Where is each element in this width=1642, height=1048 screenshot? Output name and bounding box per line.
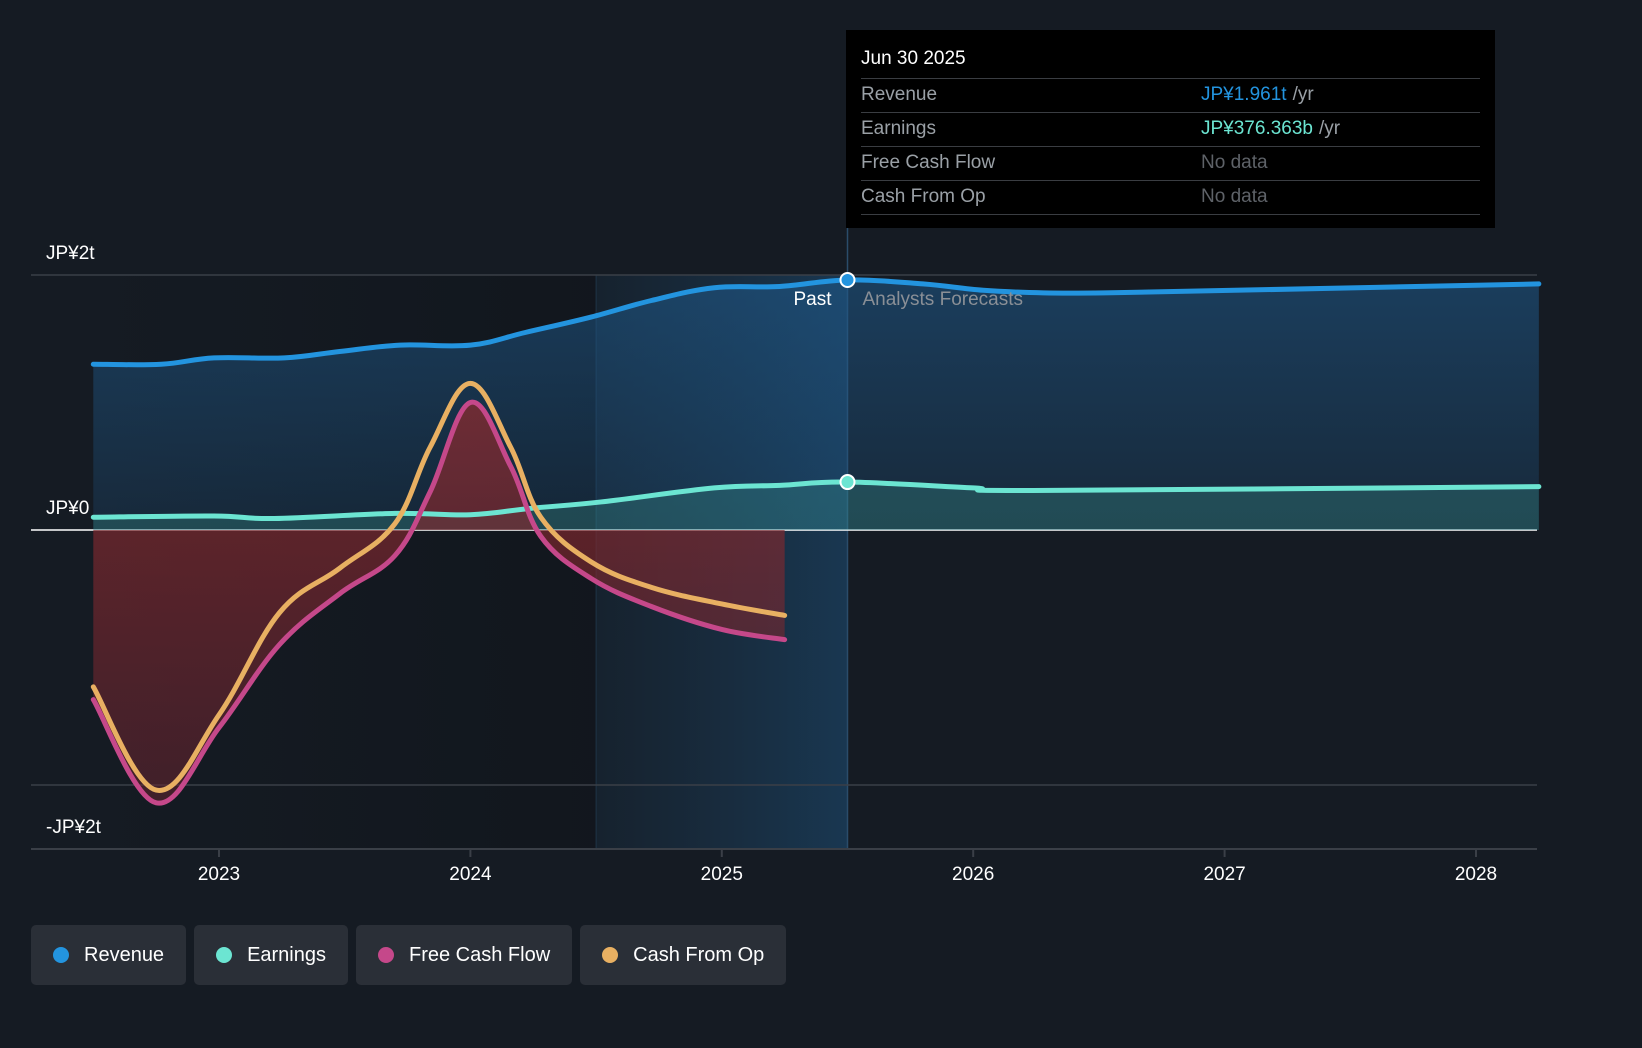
- tooltip-row-value: JP¥376.363b: [1201, 118, 1313, 139]
- tooltip-row-unit: /yr: [1319, 118, 1341, 139]
- legend-item-free-cash-flow[interactable]: Free Cash Flow: [356, 925, 573, 985]
- tooltip-row-revenue: Revenue JP¥1.961t /yr: [861, 79, 1480, 113]
- y-axis-label: -JP¥2t: [46, 817, 102, 838]
- tooltip-row-value: No data: [1201, 186, 1268, 207]
- forecast-label: Analysts Forecasts: [863, 289, 1024, 310]
- tooltip-row-name: Revenue: [861, 84, 938, 105]
- x-tick-label: 2028: [1455, 864, 1497, 885]
- legend-dot-icon: [216, 947, 233, 963]
- legend-label: Cash From Op: [633, 943, 765, 966]
- legend-item-cash-from-op[interactable]: Cash From Op: [580, 925, 787, 985]
- y-axis-label: JP¥2t: [46, 243, 95, 264]
- tooltip: Jun 30 2025 Revenue JP¥1.961t /yr Earnin…: [846, 30, 1495, 228]
- tooltip-row-free-cash-flow: Free Cash Flow No data: [861, 147, 1480, 181]
- tooltip-row-name: Free Cash Flow: [861, 152, 996, 173]
- free-cash-flow-line: [90, 399, 788, 806]
- legend: Revenue Earnings Free Cash Flow Cash Fro…: [31, 925, 787, 985]
- x-tick-label: 2024: [449, 864, 492, 885]
- earnings-marker: [839, 474, 856, 491]
- revenue-marker: [839, 271, 856, 288]
- tooltip-row-value: No data: [1201, 152, 1268, 173]
- legend-dot-icon: [53, 947, 69, 963]
- legend-label: Revenue: [84, 943, 165, 966]
- x-tick-label: 2025: [701, 864, 743, 885]
- tooltip-row-name: Earnings: [861, 118, 936, 139]
- x-tick-label: 2023: [198, 864, 240, 885]
- tooltip-row-value: JP¥1.961t: [1201, 84, 1287, 105]
- y-axis-label: JP¥0: [46, 498, 89, 519]
- tooltip-row-unit: /yr: [1292, 84, 1314, 105]
- earnings-line: [90, 479, 1542, 522]
- tooltip-row-earnings: Earnings JP¥376.363b /yr: [861, 113, 1480, 147]
- legend-dot-icon: [378, 947, 394, 963]
- past-label: Past: [793, 289, 832, 310]
- legend-label: Free Cash Flow: [409, 943, 551, 966]
- legend-item-revenue[interactable]: Revenue: [31, 925, 187, 985]
- legend-label: Earnings: [247, 943, 326, 966]
- x-tick-label: 2027: [1203, 864, 1245, 885]
- legend-dot-icon: [602, 947, 619, 963]
- tooltip-row-name: Cash From Op: [861, 186, 986, 207]
- tooltip-date: Jun 30 2025: [861, 44, 1480, 79]
- revenue-line: [90, 277, 1542, 368]
- tooltip-row-cash-from-op: Cash From Op No data: [861, 181, 1480, 215]
- legend-item-earnings[interactable]: Earnings: [194, 925, 348, 985]
- cash-from-op-line: [90, 380, 788, 793]
- x-tick-label: 2026: [952, 864, 994, 885]
